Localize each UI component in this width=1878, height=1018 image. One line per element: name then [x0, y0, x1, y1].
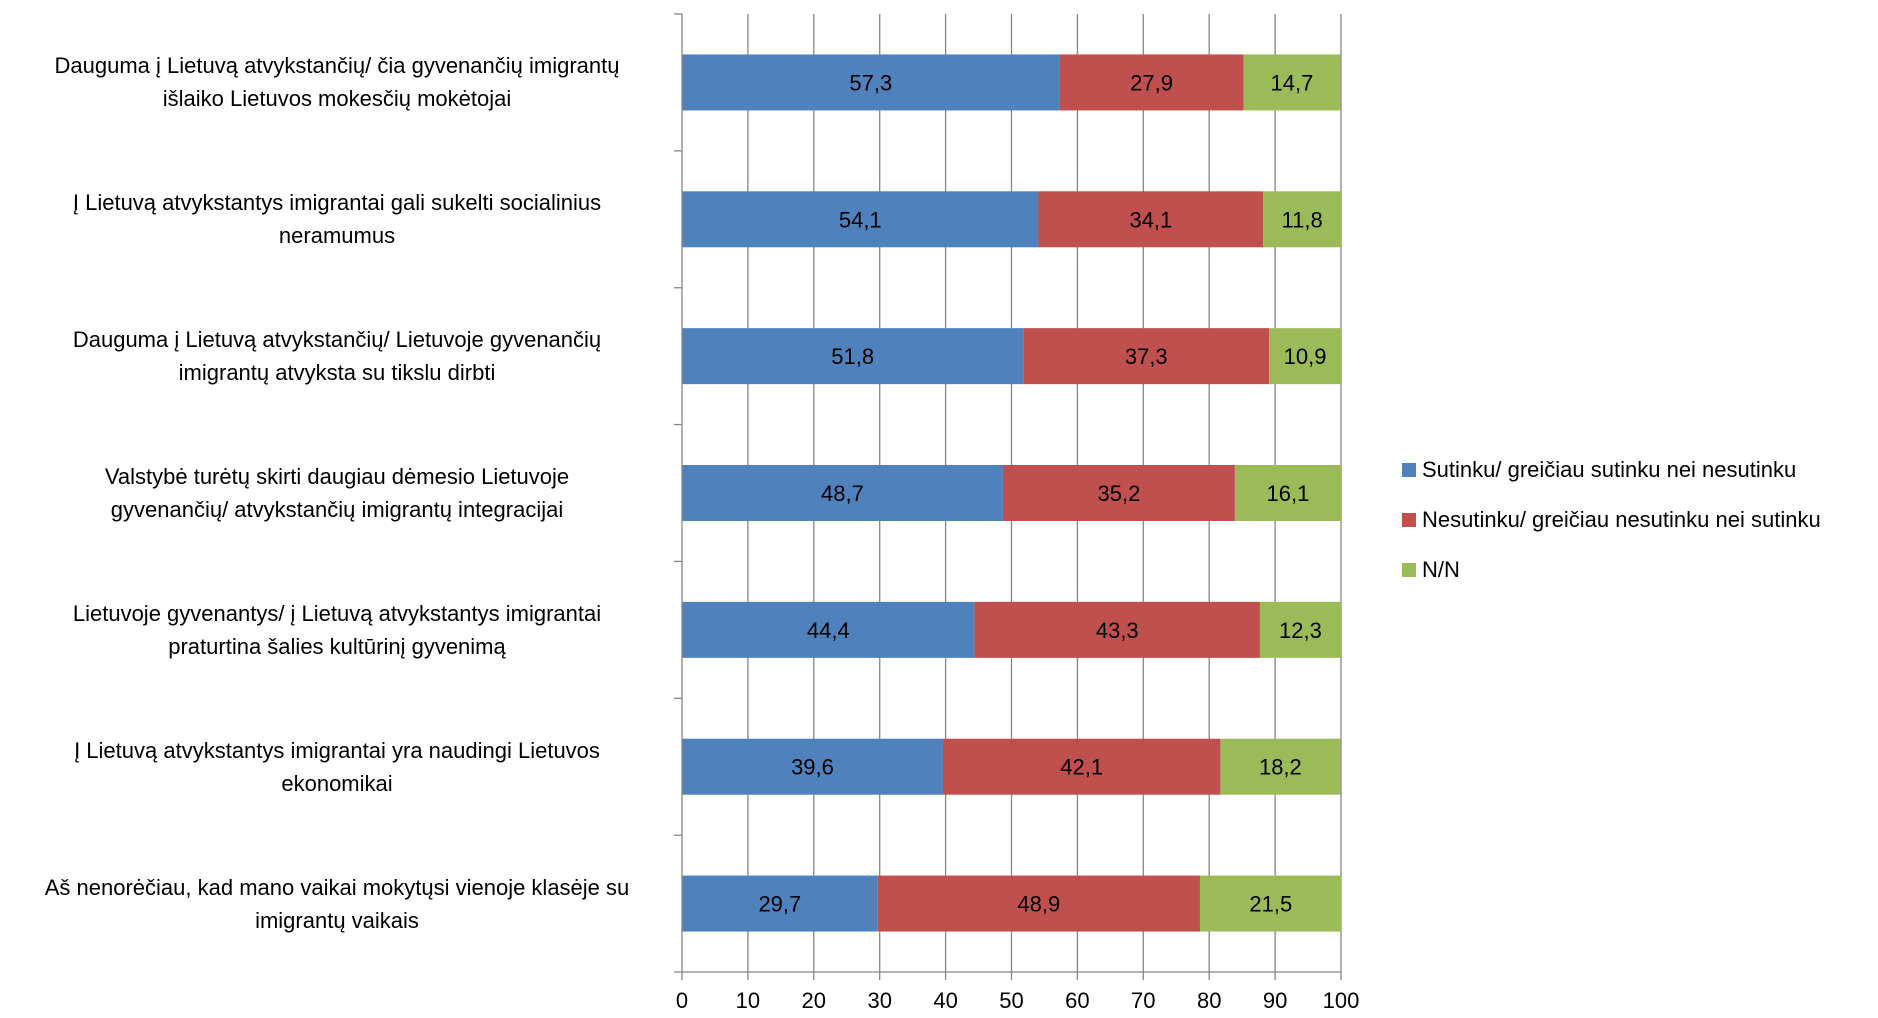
- x-tick-label: 20: [802, 988, 826, 1013]
- legend-swatch: [1402, 513, 1416, 527]
- x-tick-label: 80: [1197, 988, 1221, 1013]
- category-label: Valstybė turėtų skirti daugiau dėmesio L…: [12, 460, 662, 526]
- bar-segment: [942, 738, 1221, 795]
- category-label-line: ekonomikai: [281, 770, 393, 796]
- category-label: Į Lietuvą atvykstantys imigrantai yra na…: [12, 734, 662, 800]
- data-label: 34,1: [1129, 207, 1172, 232]
- legend-label: Nesutinku/ greičiau nesutinku nei sutink…: [1422, 507, 1821, 532]
- bar-segment: [682, 191, 1039, 248]
- data-label: 44,4: [807, 618, 850, 643]
- category-label-line: Į Lietuvą atvykstantys imigrantai yra na…: [74, 737, 600, 763]
- data-label: 48,7: [821, 481, 864, 506]
- bar-segment: [1023, 328, 1270, 385]
- category-label-line: imigrantų vaikais: [255, 907, 419, 933]
- bar-series: 57,3 27,9 14,7 54,1 34,1 11,8 51,8 37,3 10,9 48,7…: [682, 54, 1342, 932]
- category-label-line: praturtina šalies kultūrinį gyvenimą: [168, 633, 506, 659]
- data-label: 57,3: [849, 70, 892, 95]
- data-label: 42,1: [1060, 755, 1103, 780]
- legend-swatch: [1402, 563, 1416, 577]
- data-label: 37,3: [1125, 344, 1168, 369]
- x-tick-label: 70: [1131, 988, 1155, 1013]
- data-label: 27,9: [1130, 70, 1173, 95]
- x-tick-label: 90: [1263, 988, 1287, 1013]
- data-label: 39,6: [791, 755, 834, 780]
- bar-segment: [1269, 328, 1341, 385]
- category-label-line: Aš nenorėčiau, kad mano vaikai mokytųsi …: [44, 874, 630, 900]
- legend-label: N/N: [1422, 557, 1460, 582]
- x-tick-label: 60: [1065, 988, 1089, 1013]
- data-label: 12,3: [1279, 618, 1322, 643]
- data-label: 10,9: [1284, 344, 1327, 369]
- data-label: 48,9: [1017, 892, 1060, 917]
- legend-item: Nesutinku/ greičiau nesutinku nei sutink…: [1402, 495, 1821, 545]
- category-label-line: Lietuvoje gyvenantys/ į Lietuvą atvyksta…: [72, 600, 602, 626]
- bar-segment: [682, 328, 1024, 385]
- bar-segment: [1243, 54, 1341, 111]
- bar-segment: [1234, 465, 1341, 521]
- x-tick-label: 50: [999, 988, 1023, 1013]
- data-label: 16,1: [1267, 481, 1310, 506]
- category-label-line: Valstybė turėtų skirti daugiau dėmesio L…: [104, 464, 570, 489]
- category-label-line: Dauguma į Lietuvą atvykstančių/ čia gyve…: [54, 53, 620, 79]
- bar-segment: [1002, 465, 1235, 521]
- x-tick-label: 100: [1323, 988, 1360, 1013]
- bar-segment: [1220, 738, 1341, 795]
- x-tick-label: 40: [933, 988, 957, 1013]
- bar-segment: [682, 875, 878, 932]
- bar-segment: [1038, 191, 1264, 248]
- bar-segment: [682, 465, 1003, 521]
- data-label: 11,8: [1282, 207, 1323, 232]
- category-label-line: Dauguma į Lietuvą atvykstančių/ Lietuvoj…: [72, 327, 602, 353]
- x-tick-labels: 0 10 20 30 40 50 60 70 80 90 100: [676, 988, 1359, 1013]
- legend-item: Sutinku/ greičiau sutinku nei nesutinku: [1402, 445, 1821, 495]
- bar-segment: [1263, 191, 1341, 248]
- data-label: 43,3: [1096, 618, 1139, 643]
- data-label: 29,7: [758, 892, 801, 917]
- bar-segment: [1259, 601, 1341, 658]
- x-tick-label: 10: [736, 988, 760, 1013]
- legend-swatch: [1402, 463, 1416, 477]
- data-label: 35,2: [1098, 481, 1141, 506]
- bar-segment: [1199, 875, 1342, 932]
- category-label: Dauguma į Lietuvą atvykstančių/ čia gyve…: [12, 49, 662, 115]
- bar-segment: [1059, 54, 1244, 111]
- category-label-line: neramumus: [278, 223, 396, 249]
- bar-segment: [682, 54, 1060, 111]
- category-label: Į Lietuvą atvykstantys imigrantai gali s…: [12, 186, 662, 252]
- legend: Sutinku/ greičiau sutinku nei nesutinku …: [1402, 445, 1821, 595]
- category-label-line: Į Lietuvą atvykstantys imigrantai gali s…: [72, 190, 602, 216]
- data-label: 54,1: [839, 207, 882, 232]
- x-tick-label: 0: [676, 988, 688, 1013]
- bar-segment: [877, 875, 1200, 932]
- legend-item: N/N: [1402, 545, 1821, 595]
- data-label: 14,7: [1270, 70, 1313, 95]
- x-tick-label: 30: [867, 988, 891, 1013]
- bar-segment: [682, 738, 943, 795]
- category-label: Aš nenorėčiau, kad mano vaikai mokytųsi …: [12, 871, 662, 937]
- category-label-line: imigrantų atvyksta su tikslu dirbti: [178, 360, 496, 386]
- bar-segment: [974, 601, 1260, 658]
- axes: [674, 13, 1342, 980]
- category-label-line: gyvenančių/ atvykstančių imigrantų integ…: [110, 497, 564, 522]
- data-label: 18,2: [1259, 755, 1302, 780]
- category-label: Lietuvoje gyvenantys/ į Lietuvą atvyksta…: [12, 597, 662, 663]
- data-label: 21,5: [1249, 892, 1292, 917]
- category-label: Dauguma į Lietuvą atvykstančių/ Lietuvoj…: [12, 323, 662, 389]
- legend-label: Sutinku/ greičiau sutinku nei nesutinku: [1422, 457, 1797, 482]
- data-label: 51,8: [831, 344, 874, 369]
- bar-segment: [682, 601, 975, 658]
- category-label-line: išlaiko Lietuvos mokesčių mokėtojai: [162, 86, 512, 112]
